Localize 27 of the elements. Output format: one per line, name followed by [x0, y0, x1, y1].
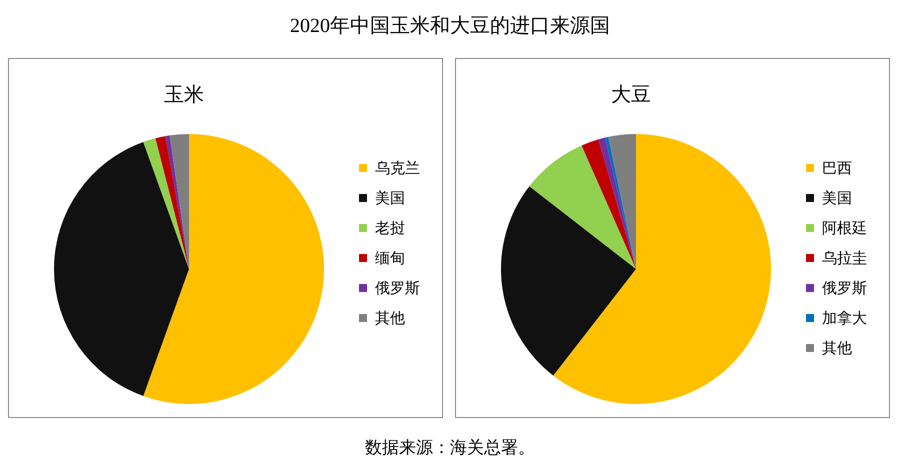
chart-title: 玉米	[163, 83, 205, 108]
legend-label: 俄罗斯	[822, 280, 867, 298]
pie-slice	[598, 138, 636, 269]
pie-slice	[582, 139, 636, 269]
legend-label: 其他	[822, 340, 852, 358]
legend-label: 美国	[375, 189, 405, 208]
source-note: 数据来源：海关总署。	[365, 438, 535, 457]
pie-slice	[155, 136, 189, 269]
pie-slice	[143, 138, 189, 269]
legend-label: 加拿大	[822, 310, 867, 328]
legend-label: 美国	[822, 189, 852, 208]
chart-subtitle: 2020年中国玉米和大豆的进口来源国	[289, 14, 611, 39]
legend-label: 缅甸	[375, 250, 405, 268]
legend-label: 俄罗斯	[375, 280, 420, 298]
chart-title: 大豆	[610, 83, 652, 108]
legend-label: 巴西	[822, 160, 852, 178]
legend-label: 乌拉圭	[822, 250, 867, 268]
legend-label: 阿根廷	[822, 220, 867, 238]
pie-slice	[143, 134, 324, 404]
legend-label: 老挝	[375, 220, 405, 238]
pie-slice	[529, 145, 636, 269]
pie-slice	[501, 186, 636, 376]
pie-slice	[553, 134, 771, 404]
pie-slice	[170, 134, 189, 269]
pie-slice	[54, 142, 189, 396]
legend-label: 其他	[375, 310, 405, 328]
legend-label: 乌克兰	[375, 160, 420, 178]
